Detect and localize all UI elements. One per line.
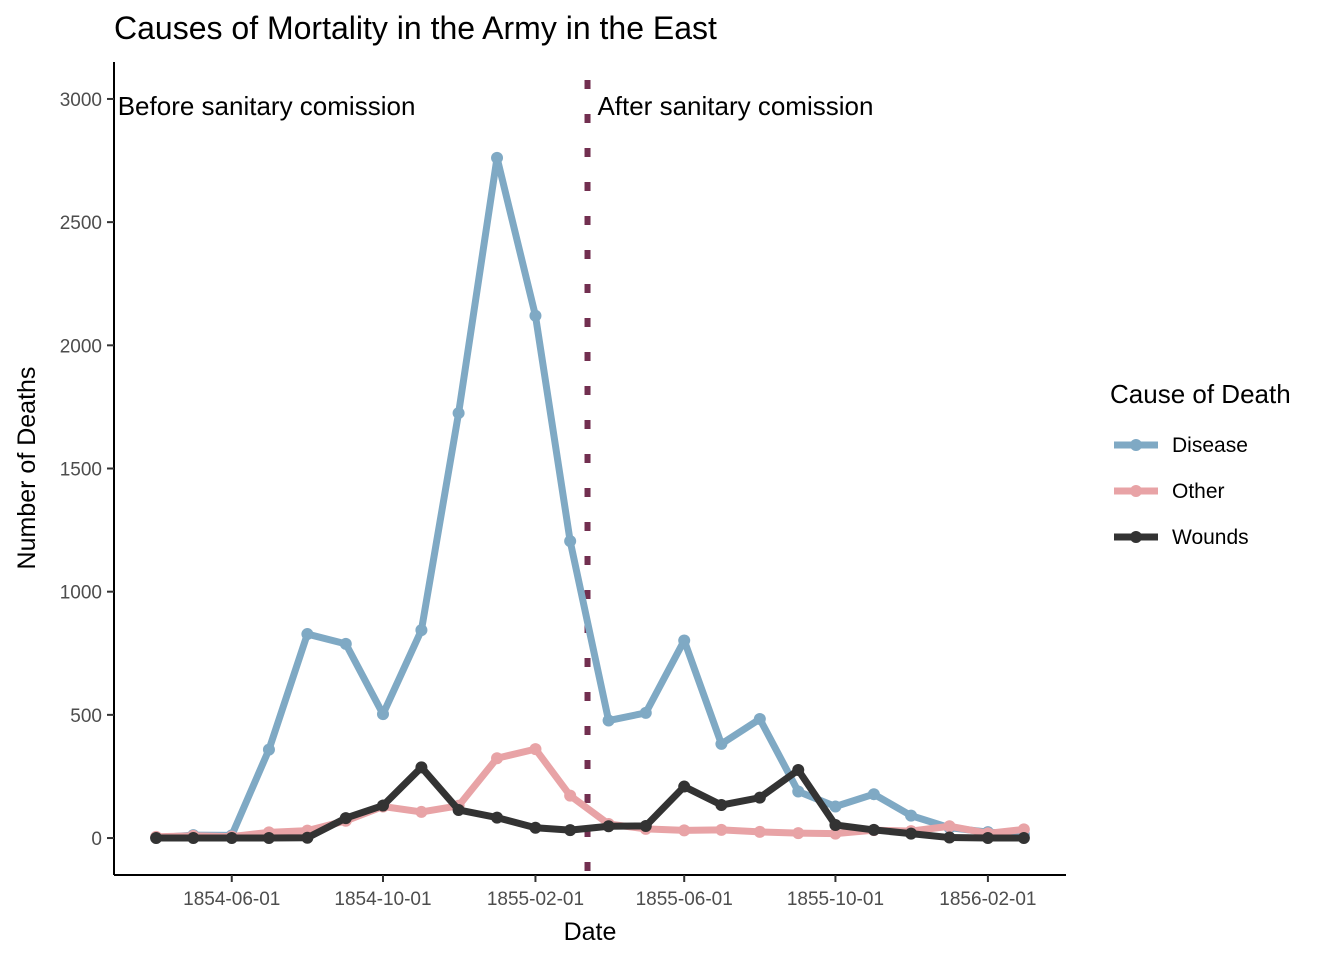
series-line-disease (155, 154, 1025, 842)
data-point-other (829, 827, 842, 840)
axes: 0 500 1000 1500 2000 2500 3000 1854-06-01 1854-1… (60, 62, 1066, 910)
data-point-wounds (678, 780, 691, 793)
data-point-disease (339, 637, 352, 650)
data-point-wounds (639, 819, 652, 832)
data-point-other (564, 789, 577, 802)
data-point-other (529, 743, 542, 756)
data-point-disease (415, 624, 428, 637)
data-point-disease (376, 708, 389, 721)
legend-key-point-disease (1130, 439, 1142, 451)
y-tick-label: 1500 (60, 460, 102, 481)
data-point-disease (491, 151, 504, 164)
chart-title: Causes of Mortality in the Army in the E… (114, 10, 717, 46)
data-point-disease (639, 706, 652, 719)
x-tick-label: 1856-02-01 (939, 889, 1036, 910)
data-point-wounds (943, 831, 956, 844)
data-point-other (753, 825, 766, 838)
data-point-disease (262, 743, 275, 756)
legend-label-disease: Disease (1172, 434, 1248, 457)
data-point-wounds (753, 791, 766, 804)
data-point-disease (301, 628, 314, 641)
data-point-other (943, 820, 956, 833)
data-point-wounds (225, 832, 238, 845)
y-tick-label: 1000 (60, 583, 102, 604)
data-point-wounds (339, 812, 352, 825)
data-point-disease (867, 788, 880, 801)
legend-title: Cause of Death (1110, 379, 1291, 409)
data-point-disease (715, 737, 728, 750)
data-point-disease (452, 407, 465, 420)
x-tick-label: 1854-06-01 (183, 889, 280, 910)
data-point-wounds (867, 823, 880, 836)
legend-label-wounds: Wounds (1172, 526, 1249, 549)
y-tick-label: 2000 (60, 336, 102, 357)
x-tick-label: 1855-06-01 (636, 889, 733, 910)
data-point-disease (564, 535, 577, 548)
legend-key-point-wounds (1130, 531, 1142, 543)
legend: Cause of Death Disease Other Wounds (1110, 379, 1291, 549)
data-point-wounds (415, 761, 428, 774)
legend-label-other: Other (1172, 480, 1225, 503)
data-point-wounds (715, 799, 728, 812)
data-point-wounds (301, 831, 314, 844)
data-point-other (491, 752, 504, 765)
data-point-wounds (981, 832, 994, 845)
annotation-0: Before sanitary comission (118, 91, 416, 121)
data-point-other (678, 824, 691, 837)
legend-key-point-other (1130, 485, 1142, 497)
data-point-disease (602, 714, 615, 727)
data-point-wounds (452, 803, 465, 816)
data-point-wounds (491, 811, 504, 824)
data-point-disease (529, 309, 542, 322)
x-tick-label: 1855-02-01 (487, 889, 584, 910)
data-point-wounds (187, 832, 200, 845)
y-axis-label: Number of Deaths (13, 367, 41, 570)
data-point-other (1017, 823, 1030, 836)
data-point-disease (905, 809, 918, 822)
data-point-wounds (376, 799, 389, 812)
y-tick-label: 500 (70, 706, 102, 727)
data-point-other (715, 823, 728, 836)
annotation-1: After sanitary comission (597, 91, 873, 121)
plot-area: Before sanitary comission After sanitary … (118, 80, 1030, 875)
y-tick-label: 3000 (60, 90, 102, 111)
data-point-wounds (262, 832, 275, 845)
data-point-wounds (1017, 832, 1030, 845)
data-point-wounds (792, 764, 805, 777)
data-point-wounds (564, 824, 577, 837)
y-tick-label: 2500 (60, 213, 102, 234)
data-point-other (415, 805, 428, 818)
data-point-other (792, 827, 805, 840)
y-tick-label: 0 (91, 829, 102, 850)
data-point-wounds (905, 827, 918, 840)
data-point-wounds (829, 818, 842, 831)
data-point-disease (753, 713, 766, 726)
data-point-wounds (529, 821, 542, 834)
data-point-wounds (150, 832, 163, 845)
x-tick-label: 1854-10-01 (334, 889, 431, 910)
data-point-disease (678, 634, 691, 647)
x-tick-label: 1855-10-01 (787, 889, 884, 910)
data-point-wounds (602, 820, 615, 833)
data-point-disease (792, 785, 805, 798)
data-point-disease (829, 800, 842, 813)
x-axis-label: Date (564, 918, 617, 946)
series-line-wounds (156, 763, 1024, 842)
